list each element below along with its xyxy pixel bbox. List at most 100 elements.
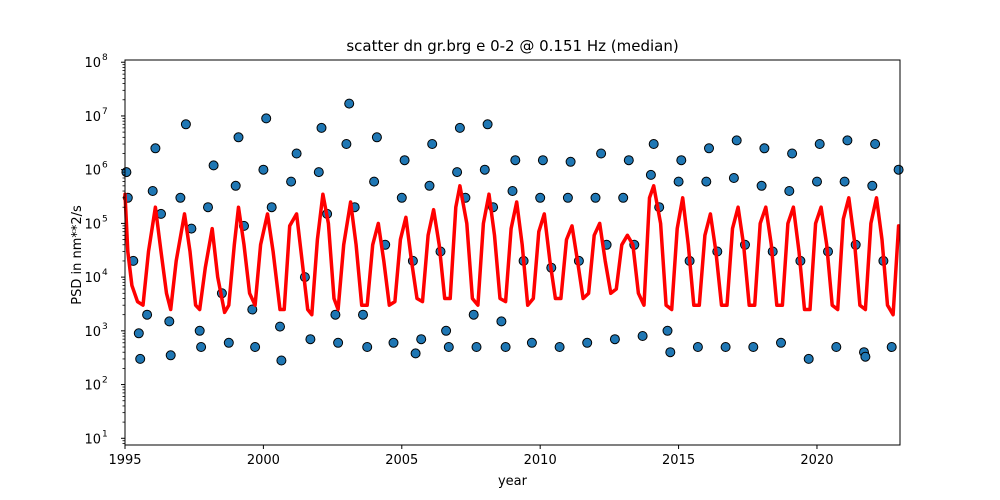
scatter-point — [164, 316, 175, 327]
scatter-point — [720, 342, 731, 352]
scatter-point — [230, 180, 241, 191]
scatter-point — [313, 167, 324, 178]
scatter-point — [526, 337, 537, 348]
scatter-point — [344, 98, 355, 109]
y-axis-label: PSD in nm**2/s — [70, 205, 85, 305]
scatter-point — [596, 148, 607, 159]
x-tick-label: 2015 — [662, 453, 695, 468]
scatter-point — [196, 342, 207, 352]
scatter-point — [776, 337, 786, 348]
scatter-point — [441, 325, 452, 336]
scatter-point — [870, 139, 881, 149]
scatter-point — [180, 119, 191, 130]
scatter-point — [471, 342, 482, 352]
scatter-point — [704, 143, 714, 154]
scatter-point — [410, 348, 421, 359]
scatter-point — [396, 192, 407, 203]
scatter-point — [208, 160, 219, 171]
scatter-point — [507, 186, 518, 196]
scatter-point — [330, 309, 341, 320]
scatter-point — [369, 176, 380, 187]
x-tick-label: 1995 — [108, 453, 141, 468]
scatter-point — [867, 180, 878, 191]
scatter-point — [728, 173, 739, 183]
scatter-point — [731, 135, 742, 146]
scatter-point — [247, 304, 258, 315]
scatter-point — [510, 155, 521, 166]
scatter-point — [194, 325, 205, 336]
scatter-point — [276, 355, 287, 366]
scatter-point — [787, 148, 798, 159]
scatter-point — [443, 342, 454, 352]
scatter-point — [133, 328, 144, 339]
y-tick-exponent: 6 — [102, 161, 108, 171]
scatter-point — [814, 139, 825, 149]
scatter-point — [637, 331, 648, 341]
scatter-point — [150, 143, 161, 154]
chart-title: scatter dn gr.brg e 0-2 @ 0.151 Hz (medi… — [346, 37, 678, 55]
y-tick-exponent: 4 — [102, 268, 108, 278]
scatter-point — [618, 192, 629, 203]
scatter-point — [582, 337, 593, 348]
scatter-point — [416, 334, 427, 345]
scatter-point — [535, 192, 546, 203]
scatter-point — [452, 167, 463, 178]
scatter-point — [500, 342, 511, 352]
scatter-point — [454, 122, 465, 133]
scatter-point — [424, 180, 435, 191]
scatter-point — [142, 309, 153, 320]
scatter-point — [562, 192, 573, 203]
scatter-point — [358, 309, 368, 320]
scatter-point — [554, 342, 565, 352]
scatter-point — [759, 143, 770, 154]
scatter-point — [673, 176, 684, 187]
x-axis: 1995 2000 2005 2010 2015 2020 — [108, 445, 834, 468]
scatter-point — [756, 180, 767, 191]
scatter-point — [286, 176, 297, 187]
median-line — [123, 184, 901, 317]
scatter-point — [233, 132, 244, 143]
scatter-point — [362, 342, 373, 352]
scatter-point — [537, 155, 548, 166]
scatter-point — [886, 342, 897, 352]
scatter-point — [388, 337, 399, 348]
plot-frame — [124, 59, 901, 446]
y-tick-exponent: 2 — [102, 376, 108, 386]
scatter-point — [893, 164, 904, 175]
scatter-point — [645, 169, 656, 180]
y-tick-label: 10 — [84, 271, 101, 286]
scatter-point — [831, 342, 842, 352]
scatter-point — [468, 309, 479, 320]
scatter-point — [860, 351, 871, 362]
scatter-point — [662, 325, 673, 336]
scatter-point — [812, 176, 822, 187]
scatter-point — [261, 113, 272, 124]
plot-area — [121, 98, 904, 366]
scatter-series — [121, 98, 904, 366]
scatter-point — [266, 202, 277, 213]
y-tick-label: 10 — [84, 325, 101, 340]
scatter-point — [496, 316, 507, 327]
scatter-point — [275, 321, 285, 332]
scatter-point — [203, 202, 213, 213]
scatter-point — [427, 139, 438, 149]
scatter-point — [701, 176, 712, 187]
y-tick-label: 10 — [84, 379, 101, 394]
scatter-point — [842, 135, 853, 146]
x-tick-label: 2000 — [247, 453, 280, 468]
x-tick-label: 2020 — [800, 453, 833, 468]
scatter-point — [333, 337, 344, 348]
scatter-point — [784, 186, 795, 196]
scatter-point — [305, 334, 316, 345]
scatter-point — [748, 342, 759, 352]
scatter-point — [839, 176, 850, 187]
scatter-point — [371, 132, 382, 143]
y-tick-exponent: 8 — [102, 53, 108, 63]
scatter-point — [135, 353, 146, 364]
scatter-point — [165, 350, 176, 361]
scatter-point — [316, 122, 327, 133]
scatter-point — [291, 148, 302, 159]
scatter-point — [175, 192, 186, 203]
y-tick-label: 10 — [84, 432, 101, 447]
